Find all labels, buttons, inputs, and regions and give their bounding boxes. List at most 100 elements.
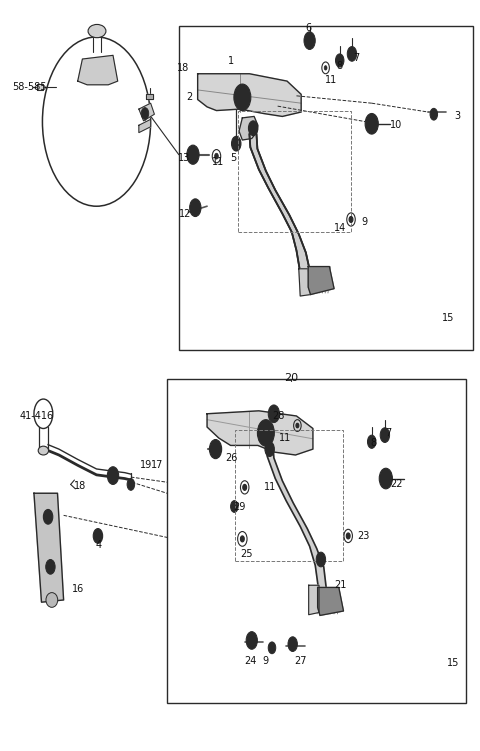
Ellipse shape: [88, 25, 106, 38]
Circle shape: [209, 439, 222, 459]
Circle shape: [307, 36, 312, 45]
Text: 10: 10: [390, 120, 402, 130]
Text: 23: 23: [358, 531, 370, 541]
Bar: [179, 26, 473, 350]
Polygon shape: [37, 84, 43, 90]
Circle shape: [46, 559, 55, 575]
Text: 24: 24: [245, 656, 257, 666]
Text: 5: 5: [230, 153, 237, 164]
Circle shape: [141, 107, 149, 119]
Text: 11: 11: [278, 433, 291, 443]
Circle shape: [238, 90, 247, 104]
Text: 7: 7: [385, 428, 391, 438]
Circle shape: [288, 637, 298, 651]
Text: 8: 8: [371, 439, 377, 448]
Text: 15: 15: [442, 313, 455, 323]
Circle shape: [380, 428, 390, 442]
Circle shape: [347, 47, 357, 62]
Circle shape: [212, 444, 219, 454]
Polygon shape: [318, 587, 344, 615]
Polygon shape: [239, 116, 258, 140]
Text: 27: 27: [294, 656, 307, 666]
Text: 11: 11: [324, 74, 337, 85]
Circle shape: [365, 113, 378, 134]
Circle shape: [108, 467, 119, 484]
Circle shape: [324, 65, 327, 70]
Text: 21: 21: [334, 581, 347, 590]
Circle shape: [249, 121, 258, 136]
Text: 12: 12: [179, 209, 191, 219]
Polygon shape: [34, 493, 63, 602]
Text: 6: 6: [306, 23, 312, 33]
Text: 41-416: 41-416: [20, 411, 54, 421]
Text: 26: 26: [225, 453, 237, 463]
Circle shape: [231, 137, 241, 151]
Polygon shape: [299, 269, 311, 296]
Circle shape: [93, 529, 103, 543]
Ellipse shape: [38, 446, 48, 455]
Circle shape: [110, 471, 116, 480]
Circle shape: [379, 468, 393, 489]
Circle shape: [190, 199, 201, 216]
Text: 28: 28: [272, 411, 284, 421]
Bar: [238, 110, 350, 232]
Circle shape: [346, 533, 350, 539]
Polygon shape: [198, 74, 301, 116]
Ellipse shape: [46, 593, 58, 608]
Circle shape: [336, 54, 344, 67]
Text: 1: 1: [228, 56, 234, 65]
Polygon shape: [207, 411, 313, 455]
Text: 9: 9: [361, 218, 368, 228]
Text: 58-585: 58-585: [12, 82, 47, 92]
Text: 18: 18: [74, 481, 87, 491]
Circle shape: [271, 409, 276, 418]
Text: 11: 11: [212, 157, 224, 167]
Circle shape: [234, 84, 251, 110]
Circle shape: [304, 32, 315, 50]
Polygon shape: [139, 103, 155, 121]
Text: 4: 4: [95, 540, 101, 550]
Text: 7: 7: [353, 53, 359, 62]
Text: 19: 19: [140, 460, 153, 470]
Circle shape: [262, 427, 270, 439]
Circle shape: [268, 642, 276, 653]
Text: 14: 14: [334, 223, 347, 234]
Circle shape: [215, 153, 218, 159]
Circle shape: [243, 484, 247, 490]
Circle shape: [43, 509, 53, 524]
Circle shape: [240, 536, 244, 541]
Text: 3: 3: [454, 111, 460, 122]
Text: 2: 2: [186, 92, 192, 102]
Circle shape: [265, 442, 275, 457]
Text: 15: 15: [447, 658, 459, 668]
Circle shape: [430, 108, 438, 120]
Polygon shape: [309, 585, 319, 614]
Circle shape: [187, 145, 199, 164]
Text: 9: 9: [263, 656, 269, 666]
Circle shape: [316, 552, 325, 567]
Circle shape: [368, 435, 376, 448]
Text: 8: 8: [336, 62, 343, 71]
Circle shape: [296, 424, 299, 428]
Text: 18: 18: [177, 63, 189, 73]
Polygon shape: [250, 134, 311, 274]
Bar: [167, 379, 466, 703]
Circle shape: [252, 125, 255, 131]
Circle shape: [349, 216, 353, 222]
Circle shape: [190, 149, 196, 160]
Text: 22: 22: [391, 479, 403, 490]
Circle shape: [268, 405, 279, 423]
Circle shape: [268, 446, 272, 452]
Circle shape: [369, 119, 375, 129]
Circle shape: [96, 532, 100, 540]
Polygon shape: [78, 56, 118, 85]
Circle shape: [230, 501, 238, 512]
Text: 25: 25: [240, 549, 252, 559]
Text: 13: 13: [178, 152, 190, 163]
Circle shape: [383, 473, 389, 484]
Polygon shape: [139, 119, 151, 133]
Text: 11: 11: [264, 482, 276, 493]
Polygon shape: [308, 267, 334, 294]
Circle shape: [246, 632, 257, 650]
Text: 29: 29: [233, 502, 245, 511]
